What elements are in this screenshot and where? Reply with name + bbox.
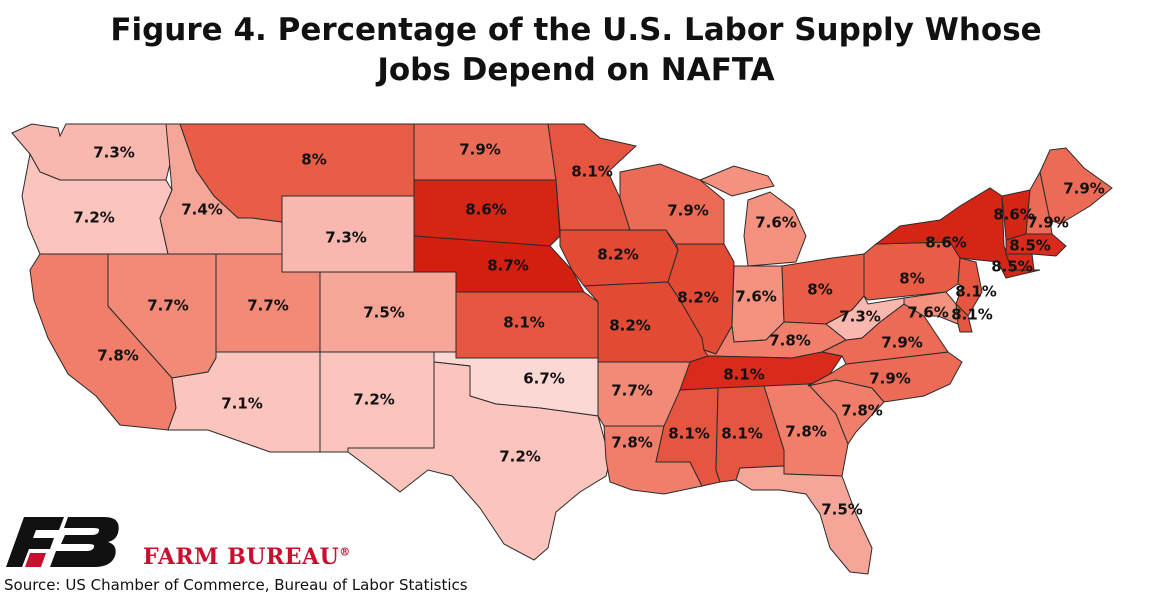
label-nd: 7.9% <box>459 141 501 159</box>
label-wi: 7.9% <box>667 202 709 220</box>
label-mi: 7.6% <box>755 214 797 232</box>
state-tx <box>347 361 611 561</box>
source-note: Source: US Chamber of Commerce, Bureau o… <box>4 576 468 594</box>
state-mn <box>547 123 638 231</box>
state-mi <box>698 165 807 267</box>
state-shapes <box>11 123 1113 575</box>
label-va: 7.9% <box>881 334 923 352</box>
label-ny: 8.6% <box>925 234 967 252</box>
label-sd: 8.6% <box>465 201 507 219</box>
label-oh: 8% <box>807 281 832 299</box>
label-il: 8.2% <box>677 289 719 307</box>
state-me <box>1039 147 1113 225</box>
label-az: 7.1% <box>221 395 263 413</box>
label-ks: 8.1% <box>503 314 545 332</box>
state-sd <box>413 179 561 247</box>
state-nh <box>1025 170 1053 235</box>
farm-bureau-logo-mark <box>6 517 119 567</box>
label-ar: 7.7% <box>611 382 653 400</box>
label-de: 8.1% <box>951 306 993 324</box>
label-nh: 7.9% <box>1027 214 1069 232</box>
label-pa: 8% <box>899 270 924 288</box>
state-ct <box>1005 253 1035 271</box>
label-ct: 8.5% <box>991 258 1033 276</box>
label-or: 7.2% <box>73 209 115 227</box>
label-tx: 7.2% <box>499 448 541 466</box>
label-ut: 7.7% <box>247 297 289 315</box>
label-fl: 7.5% <box>821 501 863 519</box>
label-ma: 8.5% <box>1009 237 1051 255</box>
label-ky: 7.8% <box>769 332 811 350</box>
label-co: 7.5% <box>363 304 405 322</box>
label-mt: 8% <box>301 151 326 169</box>
label-nm: 7.2% <box>353 391 395 409</box>
label-in: 7.6% <box>735 288 777 306</box>
label-ne: 8.7% <box>487 257 529 275</box>
label-me: 7.9% <box>1063 180 1105 198</box>
label-vt: 8.6% <box>993 206 1035 224</box>
title-line-2: Jobs Depend on NAFTA <box>377 52 775 88</box>
label-wv: 7.3% <box>839 308 881 326</box>
label-wy: 7.3% <box>325 229 367 247</box>
state-de <box>955 302 973 333</box>
label-mo: 8.2% <box>609 317 651 335</box>
label-tn: 8.1% <box>723 366 765 384</box>
registered-mark: ® <box>339 545 351 559</box>
title-line-1: Figure 4. Percentage of the U.S. Labor S… <box>110 12 1042 48</box>
label-md: 7.6% <box>907 304 949 322</box>
label-ia: 8.2% <box>597 246 639 264</box>
label-id: 7.4% <box>181 201 223 219</box>
label-wa: 7.3% <box>93 144 135 162</box>
label-ok: 6.7% <box>523 370 565 388</box>
farm-bureau-wordmark: FARM BUREAU® <box>143 544 351 570</box>
label-sc: 7.8% <box>841 402 883 420</box>
label-ms: 8.1% <box>668 425 710 443</box>
state-labels: 7.3% 7.2% 7.8% 7.4% 7.7% 8% 7.3% 7.7% 7.… <box>73 141 1105 519</box>
label-nc: 7.9% <box>869 370 911 388</box>
label-mn: 8.1% <box>571 163 613 181</box>
label-ga: 7.8% <box>785 423 827 441</box>
brand-name: FARM BUREAU <box>143 544 340 570</box>
state-fl <box>735 465 873 575</box>
farm-bureau-logo <box>6 515 140 573</box>
state-nc <box>807 351 963 403</box>
us-choropleth-map: 7.3% 7.2% 7.8% 7.4% 7.7% 8% 7.3% 7.7% 7.… <box>11 123 1113 575</box>
chart-title: Figure 4. Percentage of the U.S. Labor S… <box>0 10 1152 90</box>
label-nv: 7.7% <box>147 297 189 315</box>
label-la: 7.8% <box>611 434 653 452</box>
label-al: 8.1% <box>721 425 763 443</box>
label-ca: 7.8% <box>97 347 139 365</box>
label-nj: 8.1% <box>955 283 997 301</box>
